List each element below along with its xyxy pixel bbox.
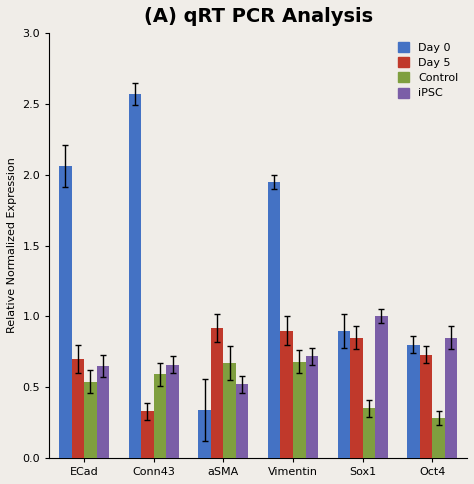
Bar	[59, 166, 72, 458]
Bar	[211, 328, 223, 458]
Y-axis label: Relative Normalized Expression: Relative Normalized Expression	[7, 158, 17, 333]
Bar	[72, 359, 84, 458]
Bar	[128, 94, 141, 458]
Bar	[350, 338, 363, 458]
Bar	[154, 375, 166, 458]
Bar	[445, 338, 457, 458]
Bar	[407, 345, 419, 458]
Bar	[306, 356, 318, 458]
Bar	[337, 331, 350, 458]
Bar	[166, 364, 179, 458]
Bar	[141, 411, 154, 458]
Bar	[236, 384, 248, 458]
Bar	[198, 410, 211, 458]
Title: (A) qRT PCR Analysis: (A) qRT PCR Analysis	[144, 7, 373, 26]
Bar	[432, 418, 445, 458]
Bar	[419, 355, 432, 458]
Bar	[375, 317, 388, 458]
Bar	[268, 182, 281, 458]
Bar	[223, 363, 236, 458]
Legend: Day 0, Day 5, Control, iPSC: Day 0, Day 5, Control, iPSC	[394, 39, 462, 102]
Bar	[97, 366, 109, 458]
Bar	[84, 381, 97, 458]
Bar	[293, 362, 306, 458]
Bar	[281, 331, 293, 458]
Bar	[363, 408, 375, 458]
